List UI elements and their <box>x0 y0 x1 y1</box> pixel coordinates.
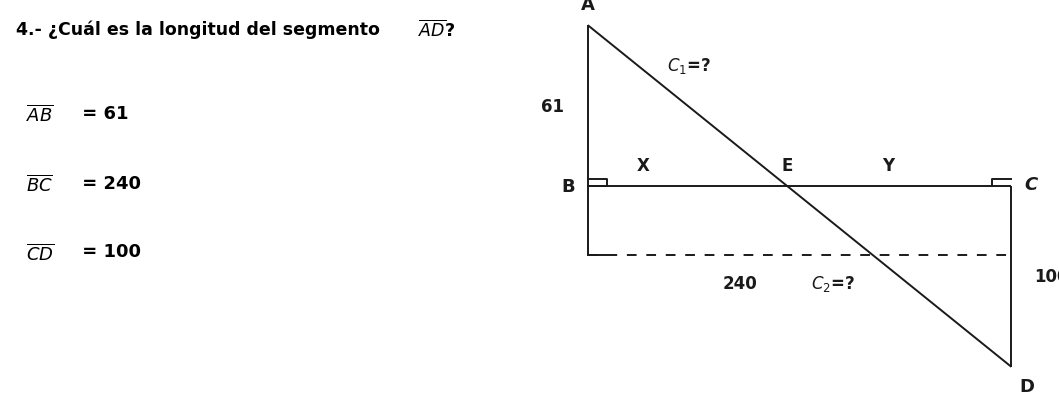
Text: 61: 61 <box>541 97 564 115</box>
Text: = 100: = 100 <box>76 243 141 261</box>
Text: B: B <box>561 178 575 195</box>
Text: = 240: = 240 <box>76 174 141 192</box>
Text: $\overline{BC}$: $\overline{BC}$ <box>26 174 53 195</box>
Text: $\mathit{C_1}$=?: $\mathit{C_1}$=? <box>667 56 712 76</box>
Text: X: X <box>636 156 649 174</box>
Text: $\overline{AB}$: $\overline{AB}$ <box>26 104 54 125</box>
Text: = 61: = 61 <box>76 104 129 122</box>
Text: 4.- ¿Cuál es la longitud del segmento: 4.- ¿Cuál es la longitud del segmento <box>16 20 385 38</box>
Text: E: E <box>782 156 793 174</box>
Text: C: C <box>1024 176 1038 193</box>
Text: $\overline{CD}$: $\overline{CD}$ <box>26 243 55 263</box>
Text: 240: 240 <box>723 274 757 292</box>
Text: A: A <box>580 0 595 14</box>
Text: Y: Y <box>882 156 894 174</box>
Text: $\mathit{C_2}$=?: $\mathit{C_2}$=? <box>811 273 856 293</box>
Text: D: D <box>1020 377 1035 395</box>
Text: 100: 100 <box>1035 268 1059 286</box>
Text: $\overline{AD}$?: $\overline{AD}$? <box>418 20 455 41</box>
